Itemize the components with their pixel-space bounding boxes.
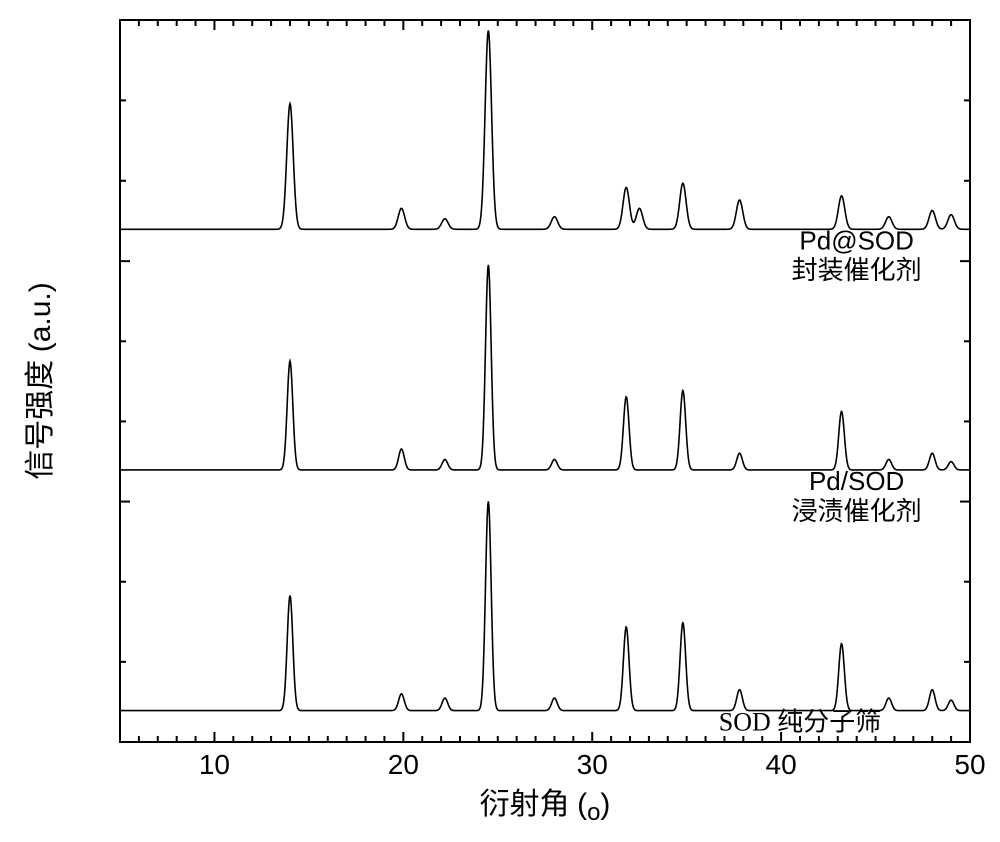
x-tick-label: 30 xyxy=(577,749,608,780)
series-label-pd-at-sod: Pd@SOD封装催化剂 xyxy=(792,225,922,285)
series-label-pd-slash-sod: Pd/SOD浸渍催化剂 xyxy=(792,466,922,526)
xrd-svg: 1020304050衍射角 (o)信号强度 (a.u.)SOD 纯分子筛Pd/S… xyxy=(0,0,1000,842)
x-tick-label: 20 xyxy=(388,749,419,780)
x-tick-label: 40 xyxy=(766,749,797,780)
x-tick-label: 10 xyxy=(199,749,230,780)
series-label-sod: SOD 纯分子筛 xyxy=(719,708,882,737)
x-tick-label: 50 xyxy=(954,749,985,780)
y-axis-label: 信号强度 (a.u.) xyxy=(24,282,57,480)
xrd-chart: 1020304050衍射角 (o)信号强度 (a.u.)SOD 纯分子筛Pd/S… xyxy=(0,0,1000,842)
